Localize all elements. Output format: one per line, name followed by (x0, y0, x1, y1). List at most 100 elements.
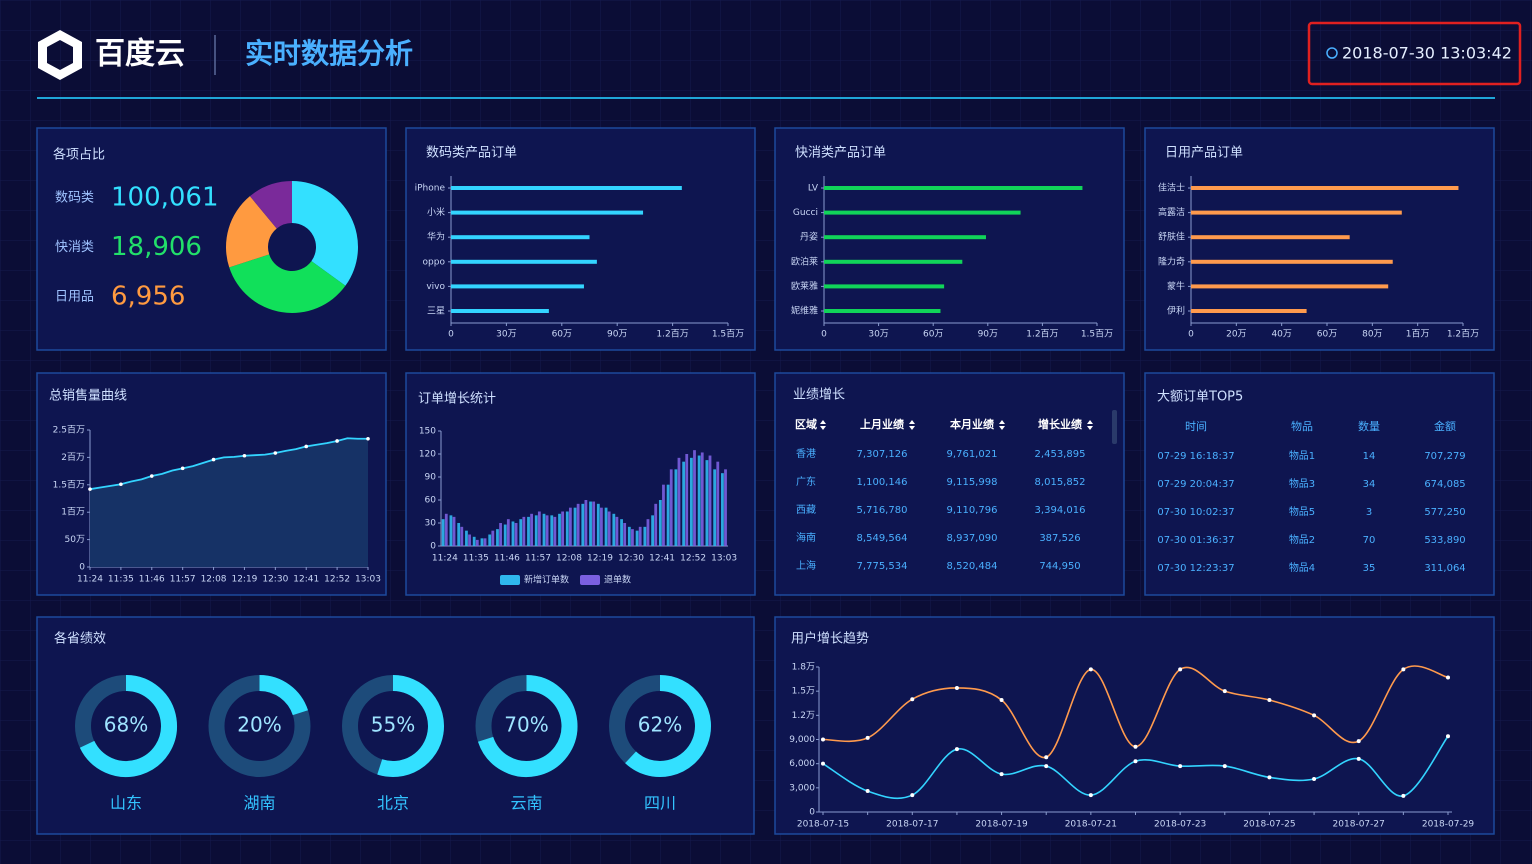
stat-value: 6,956 (111, 282, 185, 312)
table-cell: 上海 (796, 559, 816, 572)
x-tick-label: 0 (1188, 330, 1194, 340)
bar (522, 516, 526, 546)
point (1401, 667, 1406, 672)
point (954, 747, 959, 752)
point (1267, 698, 1272, 703)
panel (1144, 372, 1495, 596)
x-tick-label: 60万 (1317, 330, 1337, 340)
point (910, 793, 915, 798)
gauge-label: 四川 (644, 794, 676, 813)
bar (558, 513, 561, 546)
table-cell: 707,279 (1424, 451, 1465, 462)
gauge-value: 68% (104, 713, 148, 737)
point (1178, 667, 1183, 672)
point (273, 451, 278, 455)
sort-icon (909, 420, 915, 430)
bar (441, 519, 445, 546)
y-tick-label: 120 (419, 450, 436, 460)
bar (623, 523, 627, 546)
bar (682, 461, 686, 546)
point (1133, 759, 1138, 764)
x-tick-label: 11:35 (108, 575, 134, 585)
table-cell: 7,307,126 (857, 449, 908, 460)
bar (716, 461, 720, 546)
bar (604, 507, 608, 546)
bar (713, 469, 717, 546)
gauge-arc (377, 675, 444, 777)
bar (669, 469, 673, 546)
bar (496, 529, 499, 546)
gauge-arc (259, 675, 309, 716)
line (822, 665, 1449, 759)
table-cell: 07-30 01:36:37 (1157, 535, 1234, 546)
x-tick-label: 11:24 (77, 575, 103, 585)
y-tick-label: 2百万 (61, 452, 85, 463)
panel (36, 616, 755, 835)
bar (693, 450, 696, 546)
x-tick-label: 60万 (923, 330, 943, 340)
y-tick-label: 伊利 (1167, 305, 1185, 317)
table-cell: 物品4 (1289, 561, 1315, 574)
y-tick-label: iPhone (415, 184, 446, 194)
gauge-value: 20% (237, 713, 281, 737)
gauge-arc (478, 675, 578, 777)
table-cell: 35 (1363, 563, 1376, 574)
line (89, 437, 368, 491)
y-tick-label: 3,000 (789, 783, 815, 793)
y-tick-label: 妮维雅 (791, 305, 818, 317)
x-tick-label: 11:24 (432, 554, 458, 564)
panel-title: 总销售量曲线 (49, 388, 127, 404)
pie-slice (249, 181, 292, 229)
table-cell: 物品5 (1289, 505, 1315, 518)
stat-label: 日用品 (55, 290, 94, 305)
x-tick-label: 90万 (607, 330, 627, 340)
gauge-value: 70% (504, 713, 548, 737)
point (1356, 756, 1361, 761)
table-cell: 674,085 (1424, 479, 1465, 490)
bar (697, 455, 701, 546)
x-tick-label: 2018-07-27 (1333, 820, 1385, 830)
column-header: 增长业绩 (1038, 417, 1082, 431)
x-tick-label: 0 (448, 330, 454, 340)
y-tick-label: Gucci (793, 208, 818, 218)
bar (584, 500, 588, 546)
x-tick-label: 2018-07-25 (1243, 820, 1295, 830)
bar (612, 513, 616, 546)
point (1356, 739, 1361, 744)
x-tick-label: 0 (821, 330, 827, 340)
x-tick-label: 1.2百万 (1026, 329, 1058, 340)
stat-value: 100,061 (111, 183, 219, 213)
bar (824, 284, 945, 289)
x-tick-label: 80万 (1362, 330, 1382, 340)
table-cell: 海南 (796, 531, 816, 544)
gauge-arc (625, 675, 711, 777)
y-tick-label: 欧莱雅 (791, 280, 818, 292)
datetime-highlight (1307, 21, 1522, 86)
table-cell: 9,761,021 (947, 449, 998, 460)
table-cell: 1,100,146 (857, 477, 908, 488)
bar (615, 516, 619, 546)
y-tick-label: 50万 (65, 535, 85, 545)
table-cell: 07-30 10:02:37 (1157, 507, 1234, 518)
legend-label: 新增订单数 (524, 574, 569, 586)
bar (824, 309, 941, 313)
table-cell: 8,015,852 (1035, 477, 1086, 488)
column-header: 上月业绩 (860, 417, 904, 431)
table-cell: 物品1 (1289, 449, 1315, 462)
bar (592, 501, 596, 546)
bar (654, 503, 658, 546)
area (90, 438, 368, 567)
bar (651, 515, 655, 546)
point (1222, 764, 1227, 769)
bar (530, 513, 533, 546)
x-tick-label: 30万 (868, 330, 888, 340)
point (1267, 775, 1272, 780)
bar (1191, 186, 1459, 190)
y-tick-label: 华为 (427, 231, 445, 243)
bar (1191, 259, 1393, 264)
datetime: 2018-07-30 13:03:42 (1342, 44, 1512, 63)
x-tick-label: 12:19 (231, 575, 257, 585)
x-tick-label: 12:08 (556, 554, 582, 564)
bar (824, 210, 1021, 215)
point (335, 439, 339, 443)
